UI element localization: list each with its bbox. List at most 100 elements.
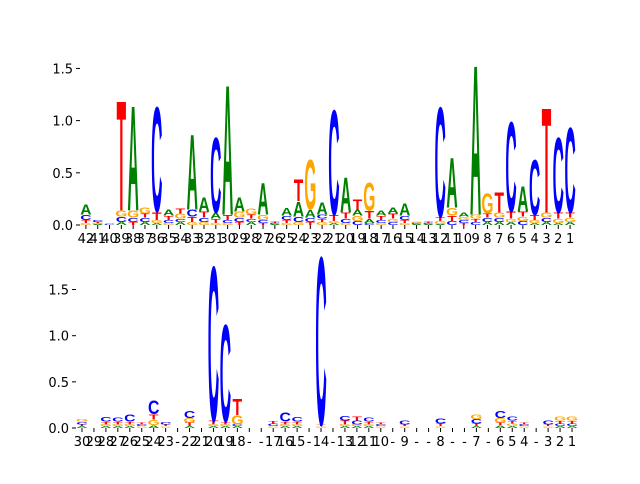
logo-letter: G xyxy=(151,220,163,225)
logo-letter: A xyxy=(184,426,195,429)
logo-letter: T xyxy=(472,423,482,427)
logo-letter: T xyxy=(246,214,257,220)
logo-letter: T xyxy=(542,76,552,245)
logo-letter: A xyxy=(100,426,111,429)
logo-letter: T xyxy=(233,395,243,421)
logo-letter: C xyxy=(291,416,303,423)
logo-letter: T xyxy=(125,421,135,425)
logo-letter: G xyxy=(328,221,341,224)
logo-letter: T xyxy=(329,213,339,223)
x-tick-label: 24 xyxy=(290,232,307,247)
logo-letter: T xyxy=(400,424,410,427)
logo-letter: T xyxy=(164,215,175,221)
x-tick-label: 17 xyxy=(265,435,282,450)
logo-letter: C xyxy=(529,145,540,232)
logo-letter: A xyxy=(187,114,198,233)
logo-letter: T xyxy=(185,422,196,428)
logo-letter: G xyxy=(363,424,376,427)
y-tick-label: 1.5 xyxy=(48,284,69,299)
logo-letter: A xyxy=(257,174,268,225)
logo-letter: G xyxy=(207,424,220,427)
logo-letter: T xyxy=(316,424,326,427)
logo-letter: A xyxy=(210,211,221,221)
logo-letter: T xyxy=(128,222,138,227)
logo-letter: C xyxy=(175,218,186,223)
logo-letter: T xyxy=(117,68,127,244)
logo-letter: G xyxy=(340,223,353,226)
x-tick-label: 19 xyxy=(217,435,234,450)
logo-letter: G xyxy=(339,424,352,427)
logo-letter: A xyxy=(269,224,280,226)
logo-letter: G xyxy=(115,209,127,219)
logo-letter: A xyxy=(151,223,162,226)
logo-letter: C xyxy=(136,424,147,427)
logo-letter: G xyxy=(351,214,363,222)
logo-letter: A xyxy=(482,222,493,227)
logo-letter: T xyxy=(137,422,147,425)
logo-letter: A xyxy=(541,222,552,227)
x-tick-label: 23 xyxy=(302,232,319,247)
logo-letter: G xyxy=(291,424,304,427)
logo-letter: T xyxy=(353,197,363,213)
logo-letter: C xyxy=(458,220,469,225)
x-tick-label: 25 xyxy=(278,232,295,247)
logo-letter: T xyxy=(518,210,528,218)
logo-letter: C xyxy=(281,215,293,221)
x-tick-label: 4 xyxy=(531,232,539,247)
logo-letter: T xyxy=(93,222,103,224)
x-tick-label: - xyxy=(462,435,467,450)
logo-letter: A xyxy=(80,202,91,218)
x-tick-label: 19 xyxy=(349,232,366,247)
logo-letter: G xyxy=(506,423,518,427)
logo-letter: A xyxy=(293,197,305,221)
logo-letter: T xyxy=(530,213,540,221)
logo-letter: A xyxy=(76,426,87,429)
logo-letter: A xyxy=(387,206,398,216)
x-tick-label: 26 xyxy=(267,232,284,247)
logo-letter: A xyxy=(564,222,575,227)
x-tick-label: 27 xyxy=(255,232,272,247)
x-tick-label: 1 xyxy=(566,232,574,247)
logo-letter: C xyxy=(268,423,279,427)
logo-letter: A xyxy=(175,222,186,227)
y-tick-label: 1.5 xyxy=(52,62,73,77)
logo-letter: A xyxy=(291,426,302,429)
logo-letter: C xyxy=(305,217,317,223)
logo-letter: G xyxy=(210,223,223,226)
logo-letter: A xyxy=(519,427,530,428)
logo-letter: T xyxy=(187,215,197,223)
logo-letter: C xyxy=(257,220,268,225)
x-tick-label: 14 xyxy=(408,232,425,247)
logo-letter: C xyxy=(352,220,364,226)
logo-letter: C xyxy=(519,424,530,427)
logo-letter: T xyxy=(341,211,351,221)
logo-letter: G xyxy=(148,418,160,427)
x-tick-label: 3 xyxy=(544,435,552,450)
logo-letter: C xyxy=(222,220,233,225)
logo-letter: G xyxy=(542,426,554,427)
x-tick-label: 7 xyxy=(495,232,503,247)
x-tick-label: - xyxy=(331,435,336,450)
logo-letter: A xyxy=(566,426,577,429)
x-tick-label: 2 xyxy=(556,435,564,450)
logo-letter: C xyxy=(112,417,124,423)
logo-letter: A xyxy=(411,224,422,226)
logo-letter: A xyxy=(198,194,209,216)
logo-letter: C xyxy=(363,417,375,423)
x-tick-label: 11 xyxy=(361,435,378,450)
logo-letter: G xyxy=(446,206,458,219)
logo-letter: T xyxy=(292,421,302,425)
logo-letter: G xyxy=(112,424,125,427)
logo-letter: C xyxy=(542,420,554,426)
x-tick-label: 17 xyxy=(373,232,390,247)
logo-letter: C xyxy=(246,218,257,223)
logo-letter: T xyxy=(340,420,351,426)
x-tick-label: 29 xyxy=(86,435,103,450)
x-tick-label: - xyxy=(247,435,252,450)
logo-letter: C xyxy=(148,397,160,419)
x-tick-label: 32 xyxy=(196,232,213,247)
x-tick-label: 40 xyxy=(101,232,118,247)
logo-letter: T xyxy=(161,424,171,427)
logo-letter: G xyxy=(124,424,137,427)
logo-letter: A xyxy=(446,142,457,222)
